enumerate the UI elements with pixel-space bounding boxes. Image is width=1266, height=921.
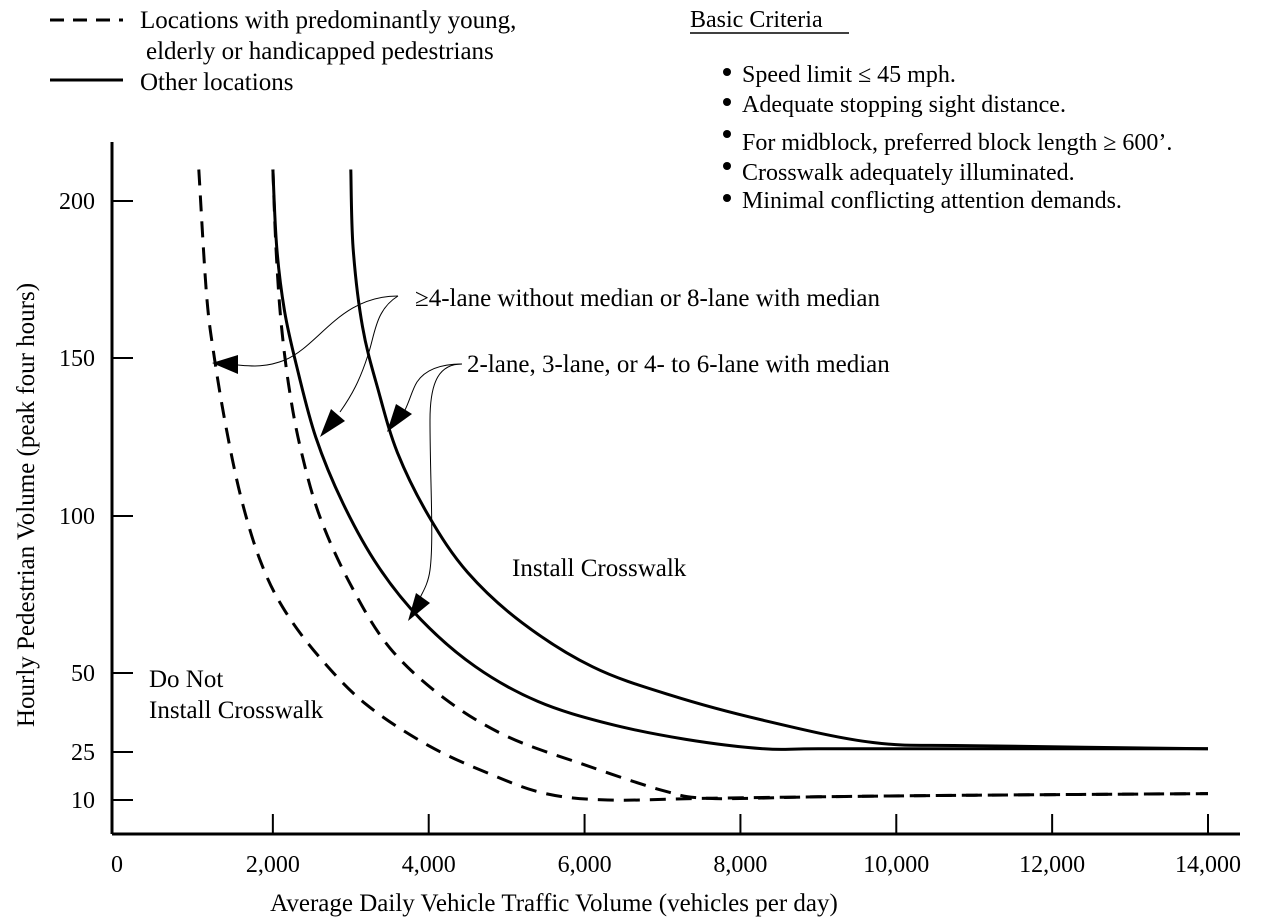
- criteria-item-block: For midblock, preferred block length ≥ 6…: [742, 130, 1172, 156]
- criteria-bullet: [723, 98, 731, 106]
- arrowhead-wide-dashed: [212, 355, 238, 374]
- criteria-item-illumination: Crosswalk adequately illuminated.: [742, 160, 1075, 186]
- annotation-narrow-road: 2-lane, 3-lane, or 4- to 6-lane with med…: [467, 351, 890, 378]
- criteria-bullet: [723, 68, 731, 76]
- plot-area: [197, 169, 1209, 802]
- leader-line-wide-dashed: [237, 295, 399, 367]
- y-tick-label: 100: [59, 504, 95, 530]
- y-tick-label: 25: [71, 740, 95, 766]
- x-tick-label: 8,000: [713, 852, 767, 878]
- x-axis-title: Average Daily Vehicle Traffic Volume (ve…: [270, 890, 838, 917]
- criteria-heading: Basic Criteria: [690, 7, 823, 33]
- dashed-curve-wide: [197, 169, 1209, 802]
- arrowhead-narrow-dashed: [408, 593, 430, 621]
- y-tick-label: 150: [59, 346, 95, 372]
- dashed-curve-narrow: [271, 169, 1209, 801]
- criteria-item-sight: Adequate stopping sight distance.: [742, 92, 1066, 118]
- y-tick-label: 10: [71, 788, 95, 814]
- x-tick-label: 2,000: [246, 852, 300, 878]
- solid-curve-wide: [271, 169, 1208, 752]
- leader-line-narrow-solid: [404, 363, 463, 411]
- y-axis-title: Hourly Pedestrian Volume (peak four hour…: [13, 283, 40, 727]
- y-tick-label: 200: [59, 189, 95, 215]
- x-tick-label: 12,000: [1019, 852, 1085, 878]
- criteria-bullet: [723, 130, 731, 138]
- y-axis-ticks: 10 25 50 100 150 200: [59, 189, 133, 814]
- x-axis-ticks: 0 2,000 4,000 6,000 8,000 10,000 12,000 14,000: [111, 814, 1241, 878]
- arrowhead-narrow-solid: [387, 404, 412, 432]
- criteria-bullet: [723, 162, 731, 170]
- x-tick-label: 0: [111, 852, 123, 878]
- axes: 10 25 50 100 150 200 0 2,000 4,000 6,000 8,000 10,…: [13, 142, 1241, 917]
- leader-line-wide-solid: [339, 295, 399, 413]
- region-do-not-line2: Install Crosswalk: [149, 697, 324, 724]
- legend-dashed-label-line2: elderly or handicapped pedestrians: [146, 38, 494, 65]
- x-tick-label: 6,000: [558, 852, 612, 878]
- criteria-box: Basic Criteria Speed limit ≤ 45 mph. Ade…: [690, 7, 1172, 214]
- criteria-bullet: [723, 194, 731, 202]
- arrowhead-wide-solid: [320, 409, 345, 437]
- solid-curve-narrow: [349, 169, 1209, 751]
- x-tick-label: 10,000: [863, 852, 929, 878]
- legend: Locations with predominantly young, elde…: [50, 7, 516, 96]
- annotation-wide-road: ≥4-lane without median or 8-lane with me…: [415, 285, 880, 312]
- legend-solid-label: Other locations: [140, 69, 293, 96]
- region-do-not-line1: Do Not: [149, 666, 223, 693]
- legend-dashed-label-line1: Locations with predominantly young,: [140, 7, 516, 34]
- leader-line-narrow-dashed: [419, 363, 463, 599]
- region-install-crosswalk: Install Crosswalk: [512, 555, 687, 582]
- criteria-item-speed: Speed limit ≤ 45 mph.: [742, 62, 956, 88]
- y-tick-label: 50: [71, 661, 95, 687]
- x-tick-label: 4,000: [402, 852, 456, 878]
- criteria-item-attention: Minimal conflicting attention demands.: [742, 188, 1122, 214]
- annotations: ≥4-lane without median or 8-lane with me…: [212, 285, 890, 621]
- region-labels: Install Crosswalk Do Not Install Crosswa…: [149, 555, 687, 724]
- x-tick-label: 14,000: [1175, 852, 1241, 878]
